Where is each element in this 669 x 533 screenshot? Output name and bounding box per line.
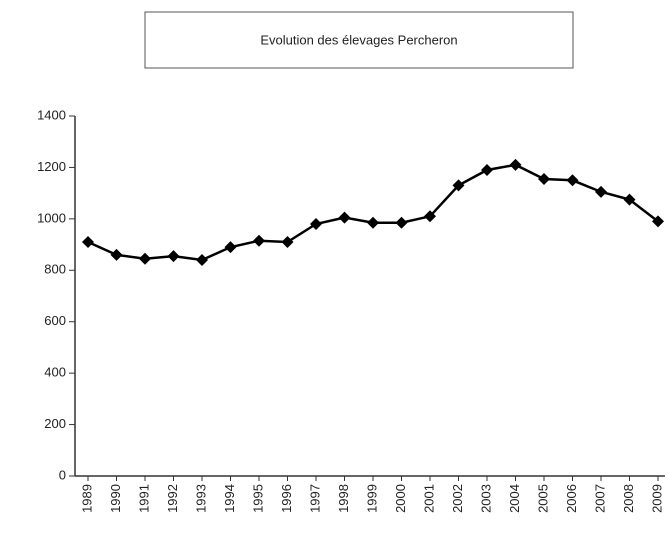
- x-tick-label: 1994: [222, 484, 237, 513]
- x-tick-label: 2005: [535, 484, 550, 513]
- x-tick-label: 2006: [564, 484, 579, 513]
- x-tick-label: 2000: [393, 484, 408, 513]
- x-tick-label: 1990: [108, 484, 123, 513]
- y-tick-label: 400: [44, 365, 66, 380]
- point: [395, 216, 408, 229]
- x-tick-label: 2007: [592, 484, 607, 513]
- y-tick-label: 0: [59, 467, 66, 482]
- point: [167, 250, 180, 263]
- y-tick-label: 800: [44, 262, 66, 277]
- title-box: [144, 11, 574, 69]
- point: [424, 210, 436, 223]
- y-tick-label: 1200: [37, 159, 66, 174]
- chart-title: Evolution des élevages Percheron: [260, 32, 457, 47]
- point: [253, 234, 265, 247]
- y-tick-label: 1000: [37, 210, 66, 225]
- point: [481, 164, 493, 176]
- point: [538, 173, 550, 185]
- point: [452, 179, 465, 192]
- x-tick-label: 2004: [507, 484, 522, 513]
- point: [82, 236, 94, 248]
- x-tick-label: 2008: [621, 484, 636, 513]
- point: [652, 215, 664, 228]
- x-tick-label: 1998: [336, 484, 351, 513]
- point: [338, 211, 351, 224]
- point: [566, 174, 579, 187]
- x-tick-label: 2009: [649, 484, 664, 513]
- x-tick-label: 1999: [364, 484, 379, 513]
- x-tick-label: 2001: [421, 484, 436, 513]
- point: [196, 254, 208, 266]
- x-tick-label: 1989: [79, 484, 94, 513]
- point: [509, 158, 522, 171]
- point: [139, 252, 151, 265]
- y-tick-label: 600: [44, 313, 66, 328]
- x-tick-label: 1995: [250, 484, 265, 513]
- x-tick-label: 1993: [193, 484, 208, 513]
- y-tick-label: 1400: [37, 107, 66, 122]
- x-tick-label: 1997: [307, 484, 322, 513]
- point: [281, 236, 294, 248]
- x-tick-label: 1992: [165, 484, 180, 513]
- x-tick-label: 2003: [478, 484, 493, 513]
- point: [110, 248, 123, 261]
- point: [310, 218, 322, 230]
- point: [623, 193, 636, 206]
- point: [367, 216, 379, 229]
- y-tick-label: 200: [44, 416, 66, 431]
- point: [595, 185, 607, 198]
- x-tick-label: 2002: [450, 484, 465, 513]
- x-tick-label: 1991: [136, 484, 151, 513]
- point: [224, 241, 237, 254]
- x-tick-label: 1996: [279, 484, 294, 513]
